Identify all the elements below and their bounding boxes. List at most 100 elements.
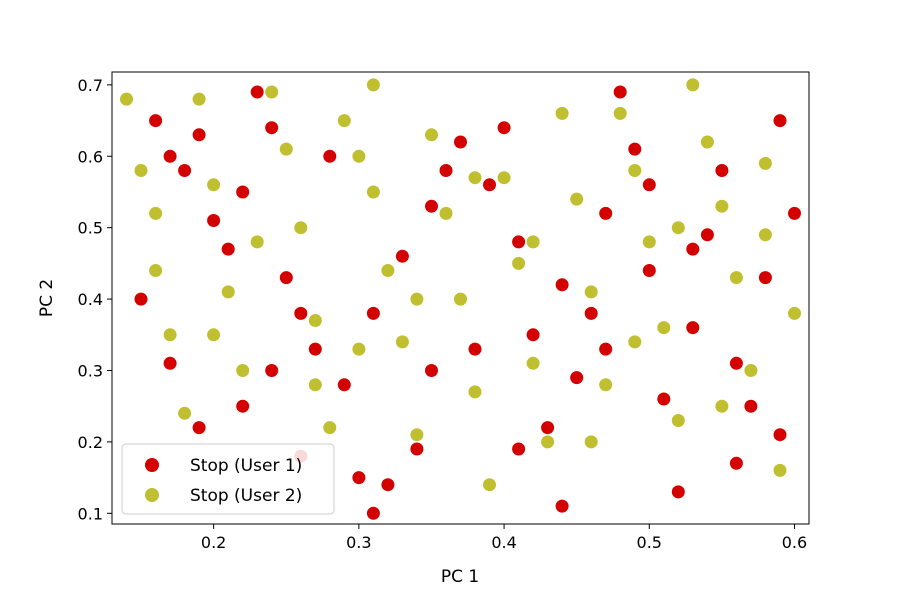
scatter-point-series-1 <box>671 485 685 499</box>
scatter-point-series-2 <box>599 378 613 392</box>
scatter-point-series-2 <box>729 271 743 285</box>
scatter-point-series-2 <box>700 135 714 149</box>
y-axis-label: PC 2 <box>37 279 57 317</box>
scatter-point-series-2 <box>366 185 380 199</box>
scatter-point-series-2 <box>715 199 729 213</box>
scatter-point-series-1 <box>366 306 380 320</box>
scatter-point-series-2 <box>265 85 279 99</box>
scatter-point-series-1 <box>773 114 787 128</box>
scatter-point-series-2 <box>207 178 221 192</box>
scatter-point-series-1 <box>250 85 264 99</box>
scatter-point-series-2 <box>526 235 540 249</box>
scatter-point-series-1 <box>178 164 192 177</box>
scatter-point-series-1 <box>497 121 511 135</box>
scatter-point-series-2 <box>788 306 801 320</box>
scatter-point-series-1 <box>366 506 380 520</box>
scatter-point-series-2 <box>497 171 511 185</box>
scatter-point-series-2 <box>149 264 163 277</box>
y-tick-label: 0.3 <box>78 361 103 380</box>
scatter-point-series-1 <box>584 306 598 320</box>
legend-label-series-1: Stop (User 1) <box>190 456 302 476</box>
scatter-point-series-1 <box>337 378 351 392</box>
scatter-point-series-1 <box>425 199 438 213</box>
y-axis: 0.1 0.2 0.3 0.4 0.5 0.6 0.7 <box>78 76 112 523</box>
scatter-point-series-1 <box>555 499 569 513</box>
legend-label-series-2: Stop (User 2) <box>190 486 302 506</box>
scatter-point-series-1 <box>729 356 743 370</box>
scatter-point-series-2 <box>715 399 729 413</box>
scatter-point-series-2 <box>381 264 395 277</box>
scatter-point-series-1 <box>425 364 438 377</box>
scatter-point-series-2 <box>425 128 438 142</box>
scatter-point-series-1 <box>236 185 250 199</box>
scatter-point-series-2 <box>454 292 467 306</box>
scatter-point-series-1 <box>381 478 395 492</box>
x-tick-label: 0.3 <box>346 533 371 552</box>
scatter-point-series-2 <box>555 106 569 120</box>
x-axis-label: PC 1 <box>441 567 479 587</box>
scatter-point-series-2 <box>628 164 642 177</box>
y-tick-label: 0.1 <box>78 504 103 523</box>
scatter-point-series-1 <box>279 271 293 285</box>
scatter-point-series-1 <box>163 149 177 163</box>
scatter-point-series-1 <box>715 164 729 177</box>
scatter-point-series-1 <box>642 178 656 192</box>
scatter-point-series-1 <box>149 114 163 128</box>
scatter-point-series-1 <box>265 364 279 377</box>
scatter-point-series-2 <box>744 364 758 377</box>
scatter-point-series-1 <box>439 164 453 177</box>
x-tick-label: 0.2 <box>201 533 226 552</box>
y-tick-label: 0.5 <box>78 219 103 238</box>
scatter-point-series-2 <box>758 228 772 242</box>
scatter-point-series-1 <box>512 235 526 249</box>
scatter-point-series-1 <box>628 142 642 156</box>
scatter-point-series-2 <box>483 478 496 492</box>
scatter-point-series-2 <box>512 256 526 270</box>
y-tick-label: 0.6 <box>78 147 103 166</box>
scatter-point-series-2 <box>323 421 337 435</box>
scatter-point-series-1 <box>599 206 613 220</box>
scatter-point-series-2 <box>410 428 424 442</box>
scatter-point-series-1 <box>788 206 801 220</box>
scatter-point-series-2 <box>686 78 700 92</box>
scatter-point-series-2 <box>642 235 656 249</box>
scatter-point-series-1 <box>686 242 700 256</box>
scatter-point-series-2 <box>628 335 642 349</box>
legend-marker-series-2 <box>145 488 159 502</box>
scatter-point-series-1 <box>686 321 700 335</box>
scatter-point-series-2 <box>250 235 264 249</box>
scatter-point-series-1 <box>410 442 424 456</box>
scatter-point-series-1 <box>526 328 540 342</box>
scatter-point-series-1 <box>483 178 496 192</box>
scatter-point-series-2 <box>120 92 133 106</box>
scatter-point-series-1 <box>555 278 569 292</box>
scatter-point-series-1 <box>729 456 743 470</box>
scatter-point-series-1 <box>163 356 177 370</box>
scatter-point-series-2 <box>163 328 177 342</box>
y-tick-label: 0.4 <box>78 290 103 309</box>
points-layer <box>120 78 801 520</box>
scatter-point-series-2 <box>134 164 148 177</box>
scatter-point-series-1 <box>541 421 555 435</box>
y-tick-label: 0.2 <box>78 433 103 452</box>
scatter-point-series-1 <box>323 149 337 163</box>
scatter-point-series-2 <box>541 435 555 449</box>
scatter-point-series-1 <box>395 249 409 263</box>
scatter-point-series-2 <box>192 92 206 106</box>
scatter-point-series-1 <box>744 399 758 413</box>
scatter-point-series-1 <box>700 228 714 242</box>
scatter-point-series-2 <box>657 321 671 335</box>
scatter-point-series-1 <box>613 85 627 99</box>
scatter-point-series-1 <box>468 342 482 356</box>
scatter-point-series-2 <box>773 463 787 477</box>
scatter-point-series-2 <box>294 221 308 235</box>
scatter-point-series-2 <box>279 142 293 156</box>
scatter-point-series-1 <box>512 442 526 456</box>
scatter-point-series-2 <box>178 406 192 420</box>
scatter-point-series-2 <box>337 114 351 128</box>
scatter-point-series-2 <box>308 378 322 392</box>
scatter-point-series-2 <box>671 414 685 427</box>
scatter-point-series-1 <box>773 428 787 442</box>
scatter-point-series-1 <box>454 135 467 149</box>
